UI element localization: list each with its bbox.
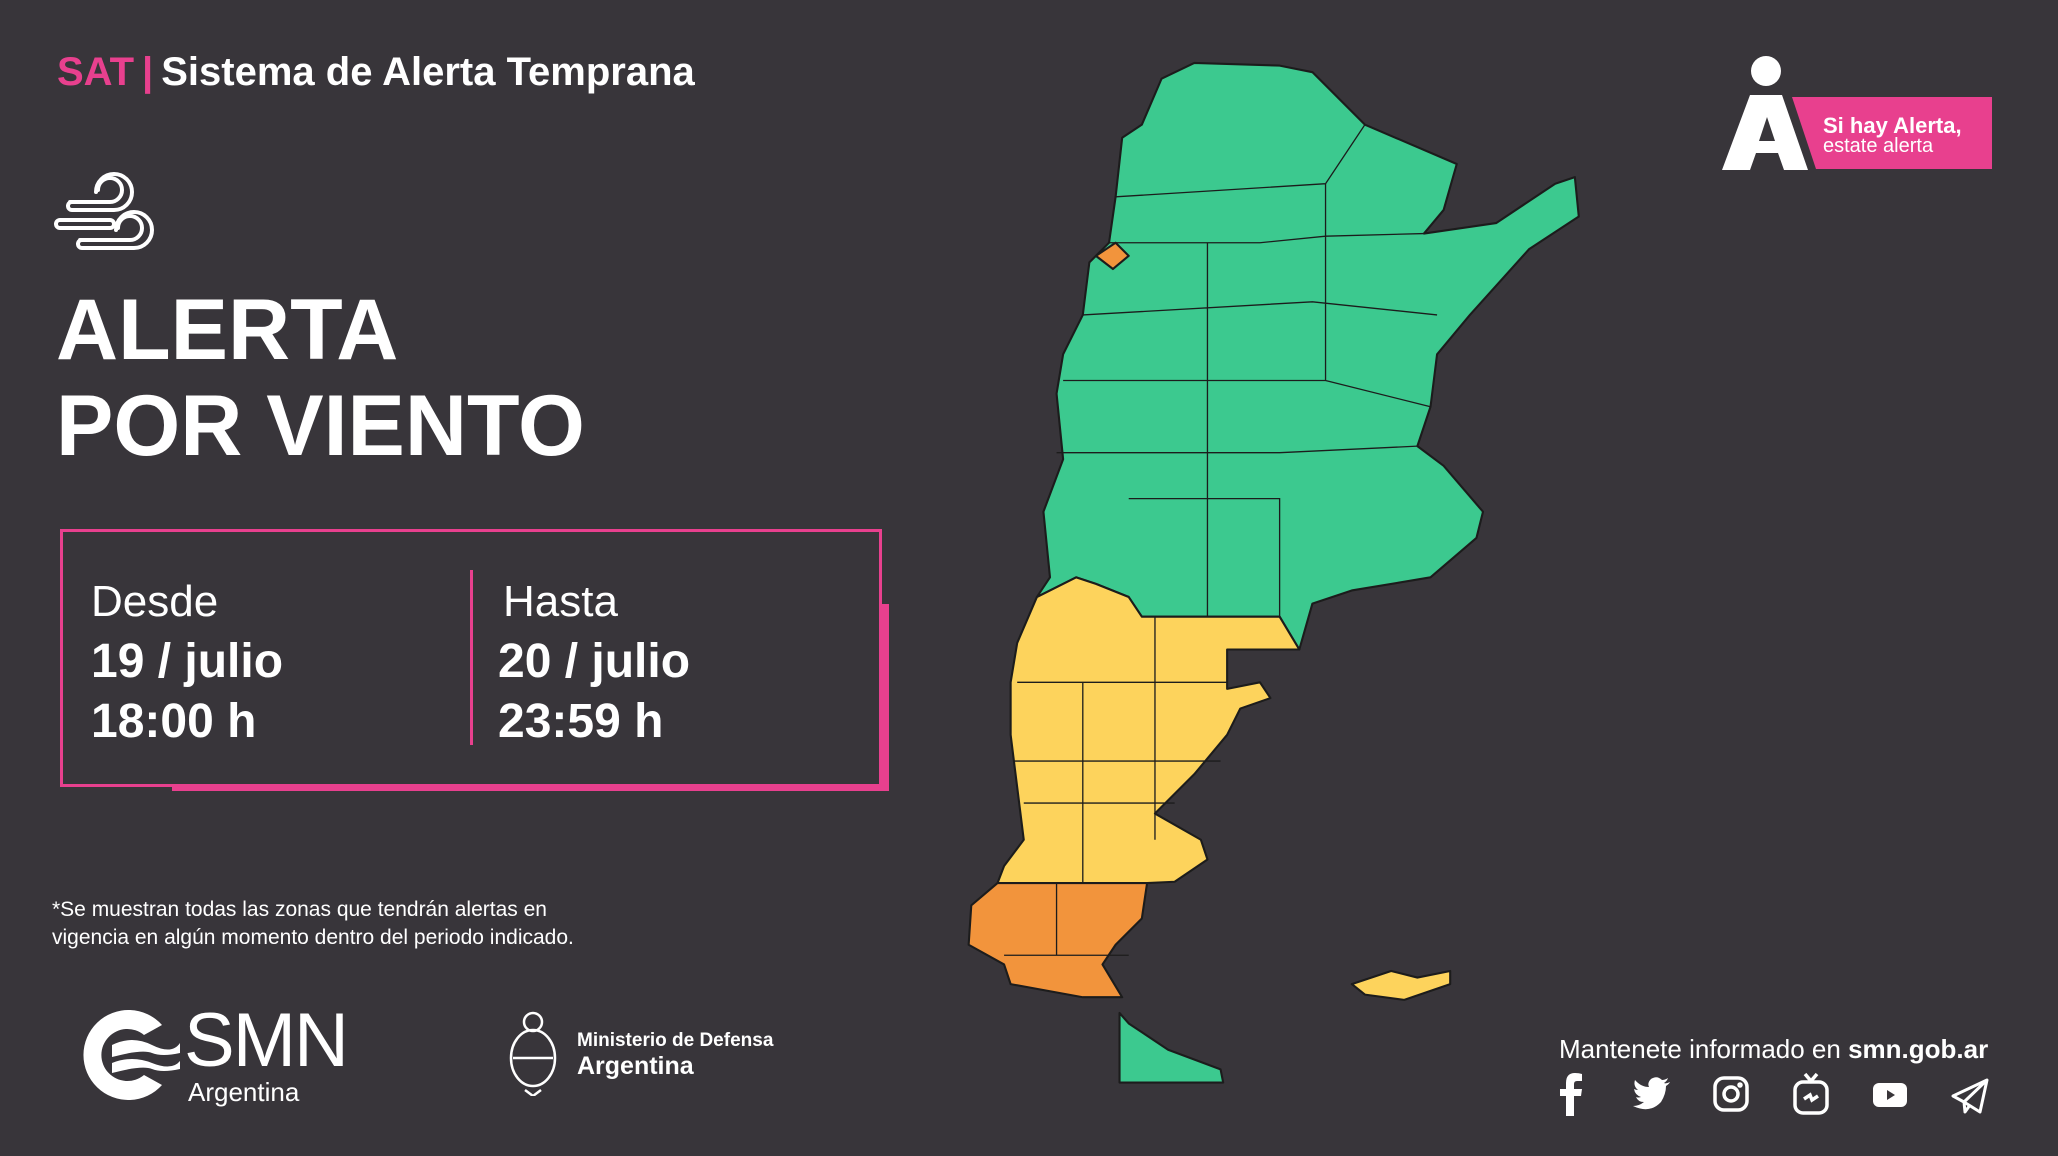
- map-zone-green-north: [1035, 61, 1580, 651]
- system-name: Sistema de Alerta Temprana: [161, 50, 695, 94]
- follow-label: Mantenete informado en: [1559, 1034, 1849, 1064]
- campaign-logo: Si hay Alerta, estate alerta: [1720, 55, 1995, 175]
- wind-icon: [54, 172, 154, 250]
- to-time: 23:59 h: [498, 695, 664, 748]
- alert-title: ALERTA POR VIENTO: [56, 282, 585, 474]
- alert-title-line2: POR VIENTO: [56, 378, 585, 474]
- campaign-banner: [1792, 97, 1992, 169]
- map-zone-yellow: [996, 576, 1301, 885]
- smn-name: SMN: [184, 998, 349, 1083]
- map-zone-orange-northwest: [1094, 241, 1130, 271]
- campaign-line1: Si hay Alerta,: [1823, 113, 1962, 138]
- ministry-line1: Ministerio de Defensa: [577, 1030, 774, 1051]
- ministry-line2: Argentina: [577, 1052, 694, 1080]
- province-borders: [997, 124, 1438, 956]
- period-from: Desde 19 / julio 18:00 h: [91, 572, 283, 752]
- social-links: [1552, 1072, 1992, 1118]
- map-zone-malvinas: [1350, 969, 1452, 1001]
- coat-of-arms-icon: [509, 1011, 557, 1096]
- footnote-line1: *Se muestran todas las zonas que tendrán…: [52, 898, 547, 921]
- smn-wave-icon: [83, 1010, 180, 1100]
- igtv-icon[interactable]: [1791, 1072, 1831, 1116]
- header-separator: |: [142, 50, 154, 94]
- alert-title-line1: ALERTA: [56, 282, 399, 378]
- smn-logo: SMN Argentina: [72, 998, 372, 1110]
- instagram-icon[interactable]: [1711, 1072, 1751, 1116]
- facebook-icon[interactable]: [1552, 1072, 1592, 1116]
- smn-country: Argentina: [188, 1077, 300, 1107]
- follow-text: Mantenete informado en smn.gob.ar: [1559, 1034, 1988, 1065]
- to-date: 20 / julio: [498, 635, 691, 688]
- sat-acronym: SAT: [57, 50, 135, 94]
- youtube-icon[interactable]: [1870, 1072, 1910, 1116]
- footnote: *Se muestran todas las zonas que tendrán…: [52, 896, 574, 952]
- period-to: Hasta 20 / julio 23:59 h: [498, 572, 690, 752]
- telegram-icon[interactable]: [1950, 1072, 1990, 1116]
- ministry-logo: Ministerio de Defensa Argentina: [505, 1008, 773, 1100]
- footnote-line2: vigencia en algún momento dentro del per…: [52, 926, 574, 949]
- twitter-icon[interactable]: [1632, 1072, 1672, 1116]
- header: SAT | Sistema de Alerta Temprana: [57, 50, 695, 95]
- from-date: 19 / julio: [91, 635, 284, 688]
- from-label: Desde: [91, 577, 219, 626]
- campaign-line2: estate alerta: [1823, 135, 1934, 157]
- period-box: Desde 19 / julio 18:00 h Hasta 20 / juli…: [60, 529, 882, 787]
- site-link[interactable]: smn.gob.ar: [1848, 1034, 1989, 1064]
- period-divider: [470, 570, 473, 745]
- map-zone-orange: [967, 882, 1149, 999]
- map-zone-tierra-del-fuego: [1118, 1011, 1225, 1084]
- alert-person-icon: [1722, 56, 1808, 170]
- from-time: 18:00 h: [91, 695, 257, 748]
- to-label: Hasta: [503, 577, 618, 626]
